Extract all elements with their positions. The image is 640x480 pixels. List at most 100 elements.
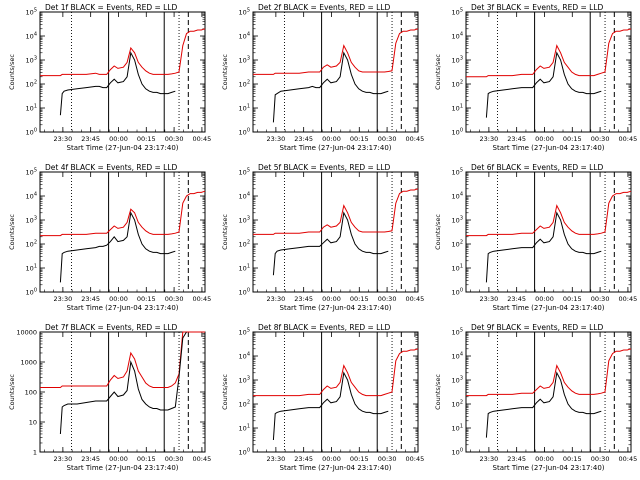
y-tick-label: 103 [239,216,250,225]
x-axis-label: Start Time (27-Jun-04 23:17:40) [493,304,605,312]
x-tick-label: 00:00 [109,135,128,143]
y-tick-label: 103 [26,216,37,225]
x-tick-label: 00:00 [322,295,341,303]
y-tick-label: 105 [26,168,37,177]
y-tick-label: 101 [452,264,463,273]
axes-frame [465,171,632,293]
y-tick-label: 105 [239,8,250,17]
x-tick-label: 00:30 [591,135,610,143]
y-tick-label: 103 [239,376,250,385]
panel-title: Det 2f BLACK = Events, RED = LLD [258,3,391,12]
panel-det-7: Det 7f BLACK = Events, RED = LLD 1 10 100 10… [8,323,211,472]
x-tick-label: 00:15 [350,135,369,143]
panel-det-4: Det 4f BLACK = Events, RED = LLD 100 101 10… [8,163,211,312]
x-axis-label: Start Time (27-Jun-04 23:17:40) [280,304,392,312]
axes-frame [39,331,206,453]
y-tick-label: 102 [452,80,463,89]
y-tick-label: 102 [452,400,463,409]
x-tick-label: 00:15 [563,135,582,143]
x-tick-label: 23:45 [507,135,526,143]
x-axis-label: Start Time (27-Jun-04 23:17:40) [280,464,392,472]
series-events-line [59,51,176,116]
y-tick-label: 105 [452,8,463,17]
x-tick-label: 00:30 [591,455,610,463]
x-tick-label: 00:45 [193,455,212,463]
x-tick-label: 23:30 [266,295,285,303]
y-tick-label: 105 [26,8,37,17]
x-axis-label: Start Time (27-Jun-04 23:17:40) [67,464,179,472]
x-tick-label: 23:45 [294,135,313,143]
axes-frame [252,331,419,453]
x-tick-label: 00:30 [378,295,397,303]
x-tick-label: 00:00 [322,135,341,143]
series-events-line [59,211,176,283]
x-tick-label: 23:30 [479,135,498,143]
panel-det-5: Det 5f BLACK = Events, RED = LLD 100 101 10… [221,163,424,312]
series-lld-line [253,28,419,75]
y-tick-label: 101 [239,424,250,433]
x-tick-label: 23:30 [53,135,72,143]
x-axis-label: Start Time (27-Jun-04 23:17:40) [67,304,179,312]
axes-frame [465,11,632,133]
axes-frame [465,331,632,453]
x-tick-label: 00:15 [137,135,156,143]
x-tick-label: 00:00 [535,295,554,303]
y-tick-label: 103 [452,56,463,65]
y-tick-label: 104 [26,192,37,201]
y-tick-label: 104 [239,192,250,201]
x-tick-label: 00:45 [406,135,425,143]
y-tick-label: 101 [26,104,37,113]
x-tick-label: 00:45 [619,455,638,463]
x-tick-label: 00:30 [165,455,184,463]
x-tick-label: 00:15 [137,295,156,303]
x-tick-label: 00:30 [165,295,184,303]
x-tick-label: 00:15 [563,295,582,303]
x-tick-label: 23:30 [479,295,498,303]
axes-frame [252,171,419,293]
x-tick-label: 00:45 [406,295,425,303]
x-axis-label: Start Time (27-Jun-04 23:17:40) [493,464,605,472]
x-tick-label: 00:15 [563,455,582,463]
y-tick-label: 104 [452,352,463,361]
x-tick-label: 23:30 [53,455,72,463]
axes-frame [252,11,419,133]
x-tick-label: 00:45 [406,455,425,463]
y-tick-label: 102 [26,80,37,89]
series-events-line [272,211,389,276]
y-tick-label: 100 [26,128,37,137]
y-tick-label: 104 [452,32,463,41]
x-tick-label: 23:45 [81,135,100,143]
y-tick-label: 102 [452,240,463,249]
x-tick-label: 00:45 [619,295,638,303]
series-events-line [485,371,602,438]
x-tick-label: 00:45 [193,295,212,303]
y-axis-label: Counts/sec [8,374,16,410]
x-tick-label: 00:45 [619,135,638,143]
x-tick-label: 00:15 [350,295,369,303]
panel-det-6: Det 6f BLACK = Events, RED = LLD 100 101 10… [434,163,637,312]
x-tick-label: 00:30 [591,295,610,303]
y-axis-label: Counts/sec [434,214,442,250]
series-lld-line [40,190,206,237]
y-tick-label: 104 [452,192,463,201]
series-lld-line [253,188,419,235]
x-tick-label: 23:45 [294,455,313,463]
panel-title: Det 1f BLACK = Events, RED = LLD [45,3,178,12]
y-axis-label: Counts/sec [434,54,442,90]
panel-det-3: Det 3f BLACK = Events, RED = LLD 100 101 10… [434,3,637,152]
y-tick-label: 105 [239,328,250,337]
y-tick-label: 10000 [16,329,37,337]
y-tick-label: 102 [239,240,250,249]
x-tick-label: 00:00 [535,455,554,463]
y-tick-label: 104 [239,352,250,361]
y-tick-label: 105 [239,168,250,177]
x-tick-label: 00:15 [350,455,369,463]
series-events-line [485,211,602,283]
y-tick-label: 104 [26,32,37,41]
y-axis-label: Counts/sec [221,214,229,250]
x-tick-label: 23:45 [507,455,526,463]
y-tick-label: 100 [26,288,37,297]
panel-det-2: Det 2f BLACK = Events, RED = LLD 100 101 10… [221,3,424,152]
series-events-line [59,331,187,435]
